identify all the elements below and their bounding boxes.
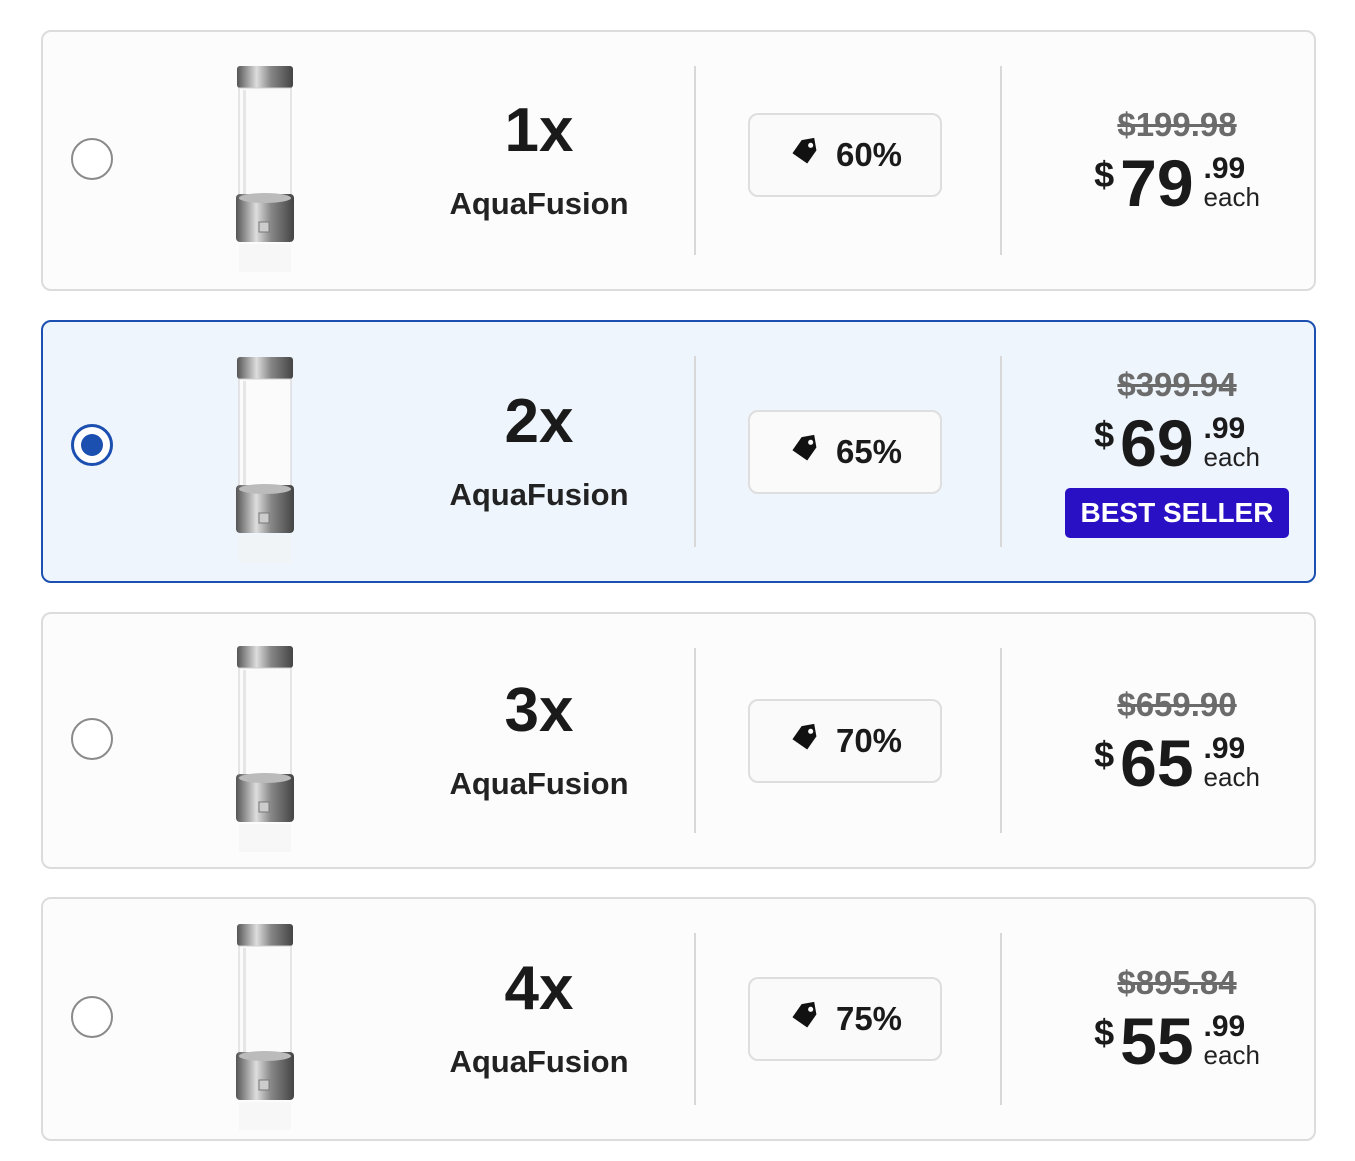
price-whole: 65	[1120, 725, 1194, 800]
product-name: AquaFusion	[449, 185, 629, 221]
product-name: AquaFusion	[449, 765, 629, 801]
price-cents: .99	[1203, 731, 1246, 765]
price-column: $199.98 $79.99 each	[1027, 32, 1327, 289]
tag-icon	[788, 134, 822, 176]
price-column: $895.84 $55.99 each	[1027, 899, 1327, 1139]
price-whole: 79	[1120, 145, 1194, 220]
currency: $	[1094, 413, 1115, 455]
currency: $	[1094, 153, 1115, 195]
divider	[1000, 66, 1002, 255]
product-image	[233, 644, 297, 859]
option-card[interactable]: 1x AquaFusion 60% $199.98 $79.99 each	[41, 30, 1316, 291]
product-name: AquaFusion	[449, 1044, 629, 1079]
divider	[694, 356, 696, 547]
radio-button[interactable]	[71, 137, 113, 180]
currency: $	[1094, 733, 1115, 775]
quantity: 3x	[504, 675, 574, 745]
old-price: $659.90	[1117, 685, 1237, 723]
price-unit: each	[1203, 181, 1260, 212]
quantity-column: 2x AquaFusion	[389, 322, 689, 581]
divider	[694, 933, 696, 1105]
tag-icon	[788, 998, 822, 1040]
price-fraction: .99 each	[1203, 1010, 1260, 1070]
discount: 75%	[835, 1000, 903, 1037]
discount: 65%	[835, 432, 903, 470]
radio-button[interactable]	[71, 423, 113, 466]
product-name: AquaFusion	[449, 476, 629, 512]
quantity-column: 3x AquaFusion	[389, 614, 689, 867]
quantity: 4x	[504, 954, 574, 1023]
price-column: $659.90 $65.99 each	[1027, 614, 1327, 867]
option-card[interactable]: 4x AquaFusion 75% $895.84 $55.99 each	[41, 897, 1316, 1141]
price-cents: .99	[1203, 151, 1246, 185]
radio-button[interactable]	[71, 717, 113, 760]
price: $65.99 each	[1094, 730, 1260, 796]
price-unit: each	[1203, 441, 1260, 472]
discount-pill: 75%	[748, 977, 942, 1061]
discount-pill: 60%	[748, 112, 942, 197]
option-card[interactable]: 2x AquaFusion 65% $399.94 $69.99 each BEST SEL…	[41, 320, 1316, 583]
quantity: 1x	[504, 95, 574, 165]
divider	[694, 648, 696, 833]
quantity-column: 1x AquaFusion	[389, 32, 689, 289]
tag-icon	[788, 720, 822, 762]
radio-button[interactable]	[71, 996, 113, 1038]
price: $79.99 each	[1094, 150, 1260, 216]
divider	[1000, 933, 1002, 1105]
discount: 70%	[835, 721, 903, 759]
option-card[interactable]: 3x AquaFusion 70% $659.90 $65.99 each	[41, 612, 1316, 869]
product-image	[233, 64, 297, 279]
discount: 60%	[835, 135, 903, 173]
price-whole: 55	[1120, 1004, 1194, 1078]
price-whole: 69	[1120, 405, 1194, 480]
price-column: $399.94 $69.99 each BEST SELLER	[1027, 322, 1327, 581]
tag-icon	[788, 431, 822, 473]
price-unit: each	[1203, 761, 1260, 792]
divider	[694, 66, 696, 255]
old-price: $199.98	[1117, 105, 1237, 143]
price-cents: .99	[1203, 411, 1246, 445]
price-cents: .99	[1203, 1010, 1246, 1043]
quantity-column: 4x AquaFusion	[389, 899, 689, 1139]
product-image	[233, 922, 297, 1137]
price-fraction: .99 each	[1203, 151, 1260, 212]
price: $55.99 each	[1094, 1008, 1260, 1074]
price-fraction: .99 each	[1203, 731, 1260, 792]
price-fraction: .99 each	[1203, 411, 1260, 472]
price: $69.99 each	[1094, 410, 1260, 476]
divider	[1000, 356, 1002, 547]
old-price: $895.84	[1117, 964, 1237, 1001]
best-seller-badge: BEST SELLER	[1064, 487, 1290, 538]
divider	[1000, 648, 1002, 833]
discount-pill: 70%	[748, 698, 942, 783]
old-price: $399.94	[1117, 365, 1237, 403]
quantity: 2x	[504, 386, 574, 456]
currency: $	[1094, 1012, 1115, 1053]
price-unit: each	[1203, 1040, 1260, 1070]
discount-pill: 65%	[748, 409, 942, 494]
product-image	[233, 355, 297, 570]
